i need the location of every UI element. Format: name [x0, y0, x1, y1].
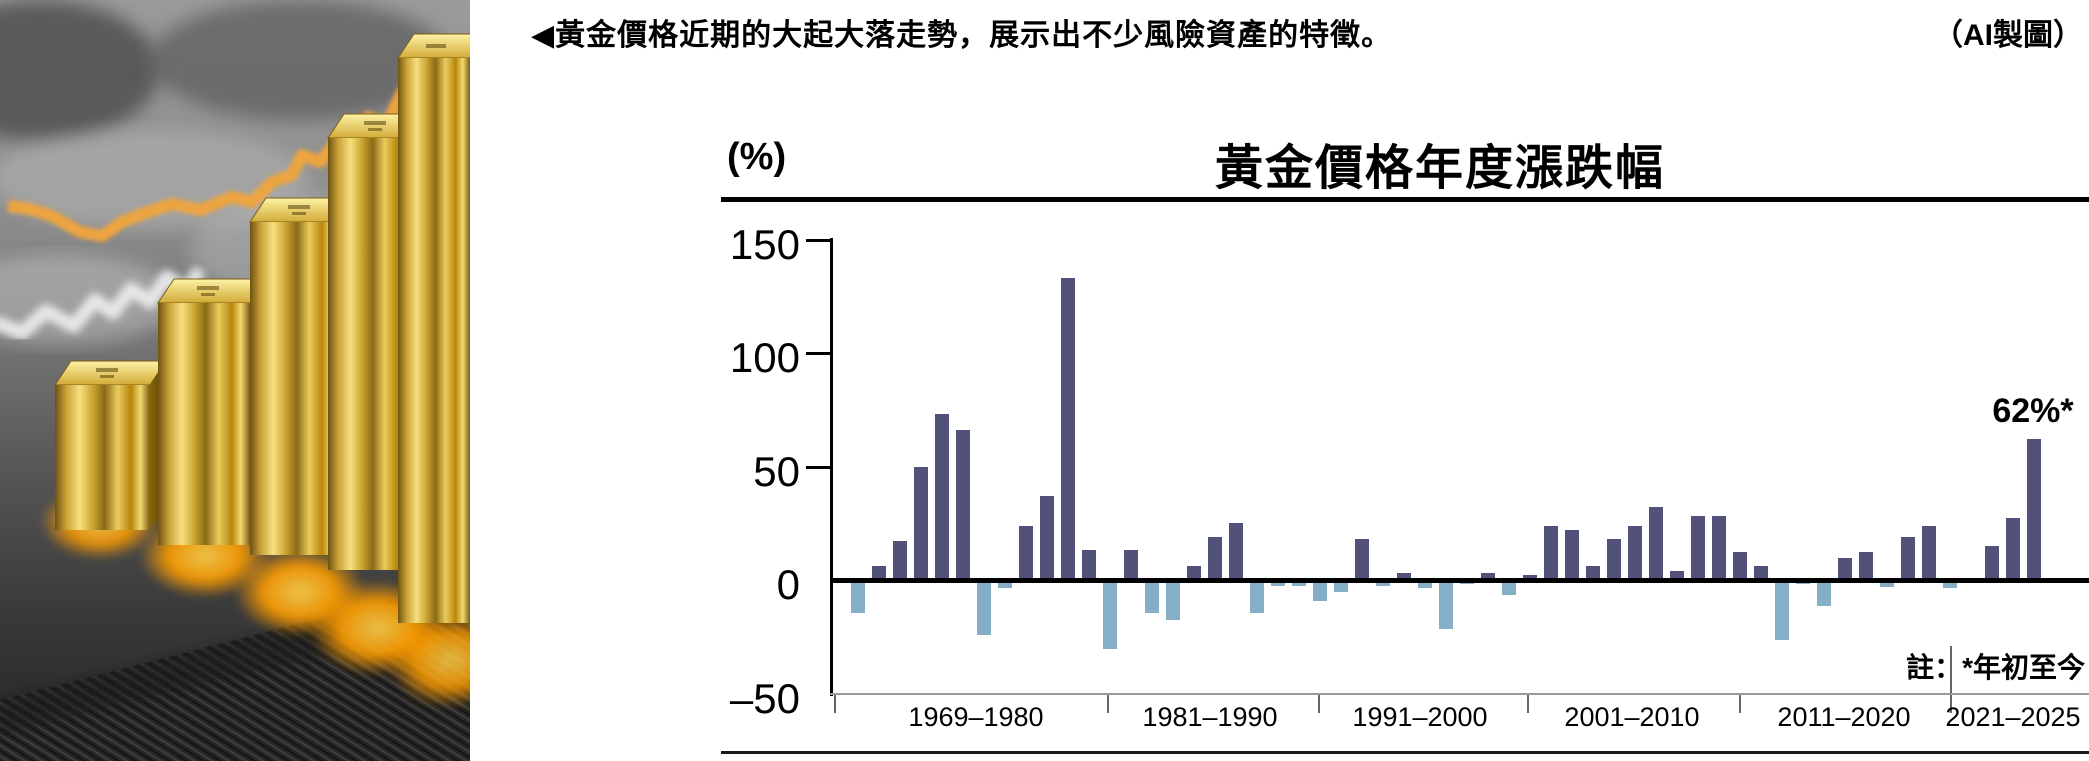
gold-bars-photo [0, 0, 470, 761]
baseline-minus50 [830, 693, 2089, 695]
bar-1992 [1334, 581, 1348, 593]
bar-1987 [1229, 523, 1243, 580]
bar-2001 [1523, 575, 1537, 580]
x-group-label: 2011–2020 [1777, 702, 1911, 732]
bar-2002 [1544, 525, 1558, 580]
bar-2023 [1985, 545, 1999, 580]
bar-1970 [872, 566, 886, 580]
bar-1990 [1292, 581, 1306, 586]
bar-2021 [1943, 581, 1957, 588]
group-separator [834, 694, 836, 713]
y-axis-unit-label: (%) [727, 136, 787, 178]
bar-2006 [1628, 525, 1642, 580]
bar-1981 [1103, 581, 1117, 650]
y-tick-label-100: 100 [729, 334, 800, 381]
group-separator [1318, 694, 1320, 713]
bar-1994 [1376, 581, 1390, 586]
bottom-rule [721, 751, 2089, 754]
bar-1974 [956, 430, 970, 580]
bar-2018 [1880, 581, 1894, 587]
bar-2011 [1733, 551, 1747, 580]
group-separator [1107, 694, 1109, 713]
bar-1996 [1418, 581, 1432, 588]
zero-axis-line [830, 578, 2089, 583]
bar-2003 [1565, 530, 1579, 580]
bar-2008 [1670, 570, 1684, 580]
x-group-label: 2001–2010 [1564, 702, 1700, 732]
y-tick-mark-50 [806, 465, 832, 469]
photo-credit: （AI製圖） [1933, 19, 2083, 52]
bar-1984 [1166, 581, 1180, 620]
y-tick-label--50: –50 [729, 674, 800, 722]
latest-bar-annotation: 62%* [1992, 392, 2074, 430]
bar-2025 [2027, 439, 2041, 580]
bar-2012 [1754, 566, 1768, 580]
bar-1969 [851, 581, 865, 613]
bar-2024 [2006, 517, 2020, 580]
y-tick-mark-150 [806, 238, 832, 242]
bar-1989 [1271, 581, 1285, 586]
bar-1978 [1040, 496, 1054, 580]
gold-bars-illustration [0, 0, 470, 761]
bar-2005 [1607, 539, 1621, 580]
bar-2015 [1817, 581, 1831, 606]
bar-1975 [977, 581, 991, 636]
bar-2009 [1691, 516, 1705, 580]
bar-1999 [1481, 573, 1495, 580]
x-group-label: 1969–1980 [908, 702, 1044, 732]
bar-2017 [1859, 551, 1873, 580]
group-separator [1527, 694, 1529, 713]
bar-1979 [1061, 278, 1075, 580]
bar-1980 [1082, 550, 1096, 580]
bar-1973 [935, 414, 949, 580]
y-tick-mark-100 [806, 352, 832, 355]
bar-2010 [1712, 516, 1726, 580]
bar-2013 [1775, 581, 1789, 641]
bar-1991 [1313, 581, 1327, 602]
y-tick-label-50: 50 [753, 447, 800, 495]
bar-1976 [998, 581, 1012, 588]
group-separator [1739, 694, 1741, 713]
bar-1993 [1355, 539, 1369, 580]
bar-2019 [1901, 536, 1915, 580]
bar-1972 [914, 466, 928, 580]
gold-bar-5 [397, 33, 470, 623]
bar-2000 [1502, 581, 1516, 595]
bar-1988 [1250, 581, 1264, 613]
bar-2007 [1649, 507, 1663, 580]
x-group-label: 2021–2025 [1945, 702, 2081, 732]
bar-1997 [1439, 581, 1453, 629]
group-separator [1950, 646, 1952, 713]
bar-1983 [1145, 581, 1159, 613]
bar-1995 [1397, 573, 1411, 580]
bar-2016 [1838, 558, 1852, 580]
x-group-label: 1991–2000 [1352, 702, 1488, 732]
bar-1985 [1187, 566, 1201, 580]
y-tick-label-0: 0 [776, 561, 800, 608]
title-rule [721, 197, 2089, 202]
bar-1971 [893, 541, 907, 580]
bar-1977 [1019, 525, 1033, 580]
chart-title: 黃金價格年度漲跌幅 [1214, 142, 1665, 195]
bar-1982 [1124, 550, 1138, 580]
chart-footnote: 註：*年初至今 [1906, 652, 2085, 683]
x-group-label: 1981–1990 [1142, 702, 1278, 732]
bar-2004 [1586, 566, 1600, 580]
y-tick-label-150: 150 [729, 220, 800, 268]
bar-1986 [1208, 536, 1222, 580]
bar-2020 [1922, 525, 1936, 580]
photo-caption: ◀黃金價格近期的大起大落走勢，展示出不少風險資產的特徵。 [531, 19, 1393, 52]
